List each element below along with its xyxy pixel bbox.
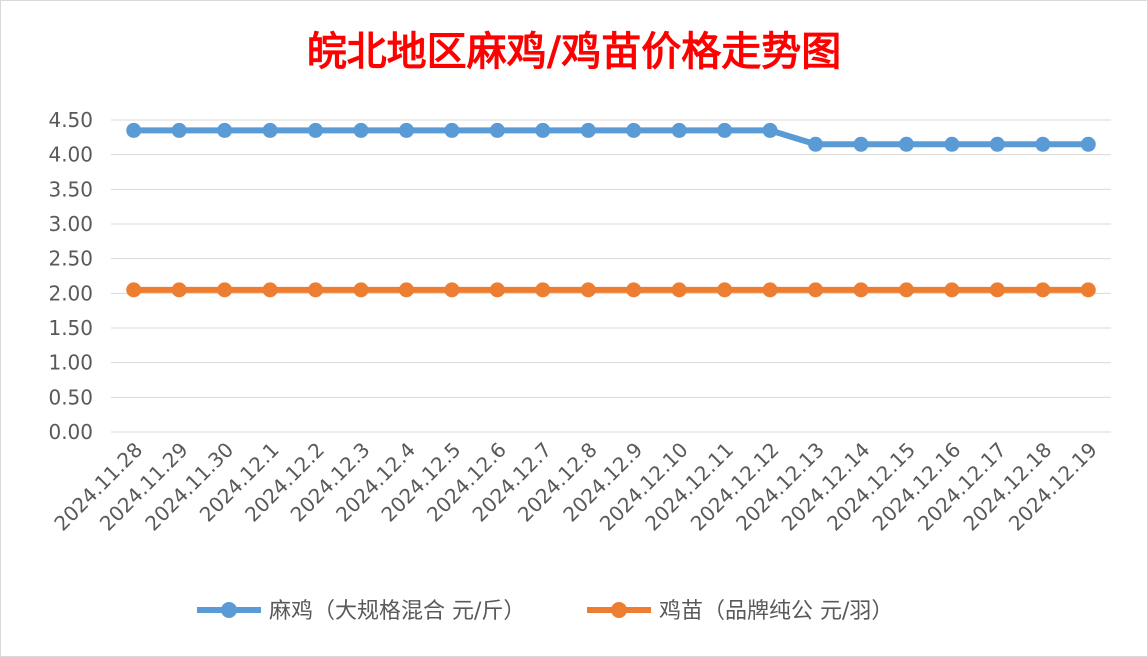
data-point (1080, 136, 1096, 152)
y-tick-label: 2.50 (48, 247, 93, 271)
chart-title: 皖北地区麻鸡/鸡苗价格走势图 (307, 28, 842, 75)
data-point (444, 282, 460, 298)
y-tick-label: 4.00 (48, 143, 93, 167)
data-point (444, 122, 460, 138)
series-2 (126, 282, 1096, 298)
data-point (353, 122, 369, 138)
data-point (944, 282, 960, 298)
data-point (671, 122, 687, 138)
data-point (308, 282, 324, 298)
data-point (853, 282, 869, 298)
y-tick-label: 2.00 (48, 281, 93, 305)
data-point (808, 136, 824, 152)
data-point (398, 282, 414, 298)
data-point (626, 122, 642, 138)
y-tick-label: 4.50 (48, 108, 93, 132)
data-point (989, 136, 1005, 152)
data-point (171, 122, 187, 138)
legend-label: 麻鸡（大规格混合 元/斤） (269, 599, 525, 624)
y-tick-label: 3.50 (48, 177, 93, 201)
data-point (717, 122, 733, 138)
data-point (489, 282, 505, 298)
data-point (853, 136, 869, 152)
data-point (535, 282, 551, 298)
data-point (944, 136, 960, 152)
data-point (989, 282, 1005, 298)
data-point (535, 122, 551, 138)
legend: 麻鸡（大规格混合 元/斤） 鸡苗（品牌纯公 元/羽） (197, 599, 893, 624)
data-point (671, 282, 687, 298)
y-tick-label: 0.00 (48, 420, 93, 444)
data-point (898, 282, 914, 298)
legend-item: 鸡苗（品牌纯公 元/羽） (587, 599, 893, 624)
y-tick-label: 1.50 (48, 316, 93, 340)
legend-item: 麻鸡（大规格混合 元/斤） (197, 599, 525, 624)
series-line (133, 127, 1089, 148)
data-point (1080, 282, 1096, 298)
data-point (1035, 282, 1051, 298)
data-point (717, 282, 733, 298)
data-point (1035, 136, 1051, 152)
legend-label: 鸡苗（品牌纯公 元/羽） (659, 599, 893, 624)
data-point (126, 122, 142, 138)
data-point (217, 122, 233, 138)
y-axis-ticks: 0.00 0.50 1.00 1.50 2.00 2.50 3.00 3.50 4.00 4.50 (48, 108, 93, 444)
data-point (762, 282, 778, 298)
data-point (126, 282, 142, 298)
data-point (262, 122, 278, 138)
y-tick-label: 3.00 (48, 212, 93, 236)
data-point (580, 122, 596, 138)
legend-marker (221, 602, 237, 618)
series-1 (126, 122, 1096, 152)
data-point (762, 122, 778, 138)
data-point (353, 282, 369, 298)
data-point (808, 282, 824, 298)
data-point (217, 282, 233, 298)
data-point (262, 282, 278, 298)
series-group (126, 122, 1096, 298)
data-point (580, 282, 596, 298)
data-point (398, 122, 414, 138)
data-point (626, 282, 642, 298)
data-point (489, 122, 505, 138)
y-tick-label: 1.00 (48, 351, 93, 375)
data-point (171, 282, 187, 298)
data-point (898, 136, 914, 152)
gridlines (111, 119, 1111, 433)
y-tick-label: 0.50 (48, 385, 93, 409)
data-point (308, 122, 324, 138)
legend-marker (611, 602, 627, 618)
x-axis-ticks: 2024.11.282024.11.292024.11.302024.12.12… (49, 438, 1101, 536)
